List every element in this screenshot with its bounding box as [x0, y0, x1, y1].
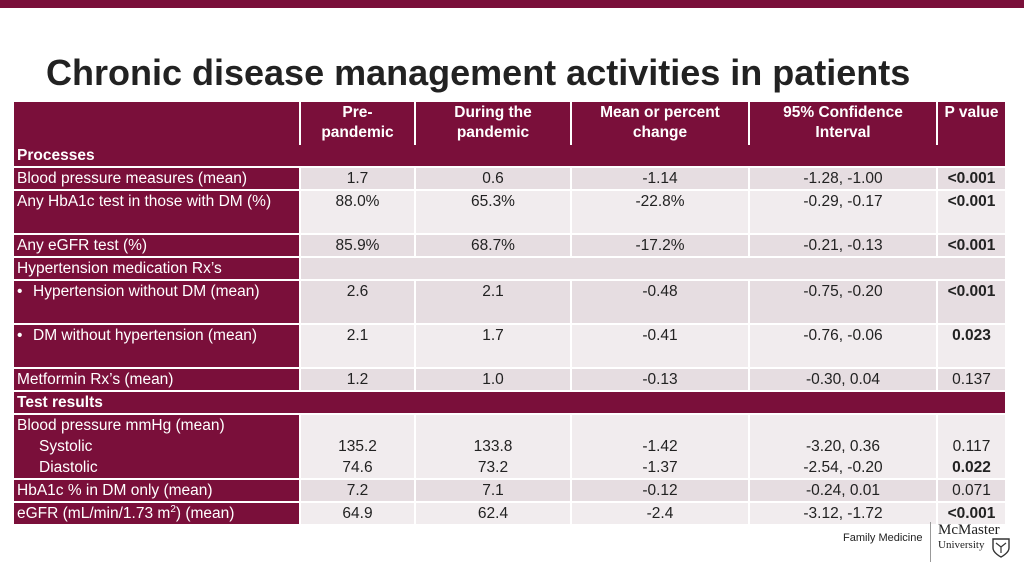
header-line: Pre-	[342, 104, 373, 121]
header-line: change	[632, 124, 688, 141]
section-test-results: Test results	[14, 392, 1005, 415]
mcmaster-logo: McMaster University	[938, 522, 1014, 564]
section-processes: Processes	[14, 145, 1005, 168]
header-pre-pandemic: Pre-pandemic	[299, 102, 414, 145]
table-row-subheader: Hypertension medication Rx’s	[14, 258, 1005, 281]
table-row: HbA1c % in DM only (mean) 7.2 7.1 -0.12 …	[14, 480, 1005, 503]
table-row: Any eGFR test (%) 85.9% 68.7% -17.2% -0.…	[14, 235, 1005, 258]
header-line: Mean or percent	[600, 104, 720, 121]
table-row: • DM without hypertension (mean) 2.1 1.7 …	[14, 325, 1005, 369]
header-line: pandemic	[456, 124, 530, 141]
footer-divider	[930, 522, 931, 562]
table-row: Any HbA1c test in those with DM (%) 88.0…	[14, 191, 1005, 235]
department-label: Family Medicine	[843, 532, 923, 544]
table-row-bp: Blood pressure mmHg (mean) Systolic Dias…	[14, 415, 1005, 480]
header-line: During the	[454, 104, 532, 121]
table-row: Metformin Rx’s (mean) 1.2 1.0 -0.13 -0.3…	[14, 369, 1005, 392]
header-ci: 95% Confidence Interval	[748, 102, 936, 145]
header-line: 95% Confidence	[783, 104, 903, 121]
header-change: Mean or percent change	[570, 102, 748, 145]
crest-icon	[992, 538, 1010, 558]
table-row: • Hypertension without DM (mean) 2.6 2.1 …	[14, 281, 1005, 325]
table-row: Blood pressure measures (mean) 1.7 0.6 -…	[14, 168, 1005, 191]
header-during-pandemic: During the pandemic	[414, 102, 570, 145]
top-accent-bar	[0, 0, 1024, 8]
results-table: Pre-pandemic During the pandemic Mean or …	[14, 102, 1005, 526]
header-row: Pre-pandemic During the pandemic Mean or …	[14, 102, 1005, 145]
page-title: Chronic disease management activities in…	[46, 52, 911, 93]
header-line: Interval	[815, 124, 871, 141]
header-line: pandemic	[321, 124, 394, 141]
header-p-value: P value	[936, 102, 1005, 145]
header-empty	[14, 102, 299, 145]
header-line: P value	[944, 104, 999, 121]
table-row: eGFR (mL/min/1.73 m2) (mean) 64.9 62.4 -…	[14, 503, 1005, 526]
